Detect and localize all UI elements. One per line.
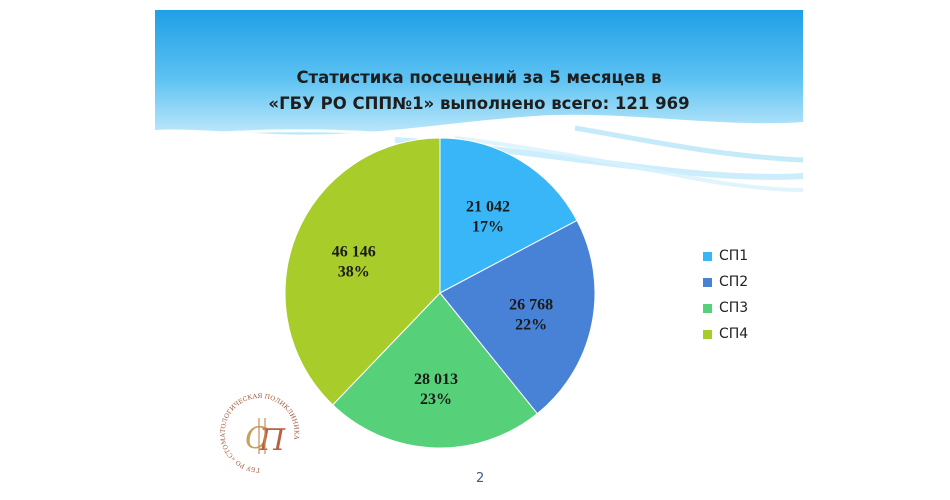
legend-label: СП4 (719, 326, 749, 342)
pie-slice-СП1 (439, 137, 578, 294)
legend-label: СП2 (719, 274, 749, 290)
header-wave-background (155, 10, 803, 192)
data-label-value: 46 146 (332, 243, 376, 260)
pie-chart: 21 042 17% 26 768 22% 28 013 23% 46 146 38% (284, 137, 596, 449)
legend-item-СП1: СП1 (703, 243, 748, 269)
pie-slice-СП3 (332, 292, 539, 449)
chart-title: Статистика посещений за 5 месяцев в «ГБУ… (155, 65, 803, 117)
legend-swatch (703, 303, 712, 313)
data-label-percent: 38% (338, 263, 370, 280)
pie-slice-СП4 (284, 137, 441, 406)
data-label-percent: 17% (472, 218, 504, 235)
clinic-logo: ГБУ РО «СТОМАТОЛОГИЧЕСКАЯ ПОЛИКЛИНИКА №1… (215, 388, 300, 473)
legend-label: СП1 (719, 248, 749, 264)
legend-item-СП2: СП2 (703, 269, 748, 295)
legend-item-СП3: СП3 (703, 295, 748, 321)
data-label-value: 28 013 (414, 371, 458, 388)
data-label-value: 26 768 (509, 297, 553, 314)
legend-swatch (703, 329, 712, 339)
title-line-2: «ГБУ РО СПП№1» выполнено всего: 121 969 (268, 94, 690, 113)
data-label-value: 21 042 (466, 198, 510, 215)
legend: СП1 СП2 СП3 СП4 (703, 243, 748, 347)
legend-item-СП4: СП4 (703, 321, 748, 347)
page-number: 2 (476, 471, 485, 486)
title-line-1: Статистика посещений за 5 месяцев в (296, 68, 662, 87)
legend-swatch (703, 251, 712, 261)
legend-swatch (703, 277, 712, 287)
data-label-percent: 22% (515, 317, 547, 334)
pie-slice-СП2 (439, 219, 596, 415)
slide: Статистика посещений за 5 месяцев в «ГБУ… (155, 10, 803, 500)
legend-label: СП3 (719, 300, 749, 316)
data-label-percent: 23% (420, 391, 452, 408)
svg-text:С: С (245, 421, 268, 456)
svg-text:П: П (258, 423, 286, 458)
